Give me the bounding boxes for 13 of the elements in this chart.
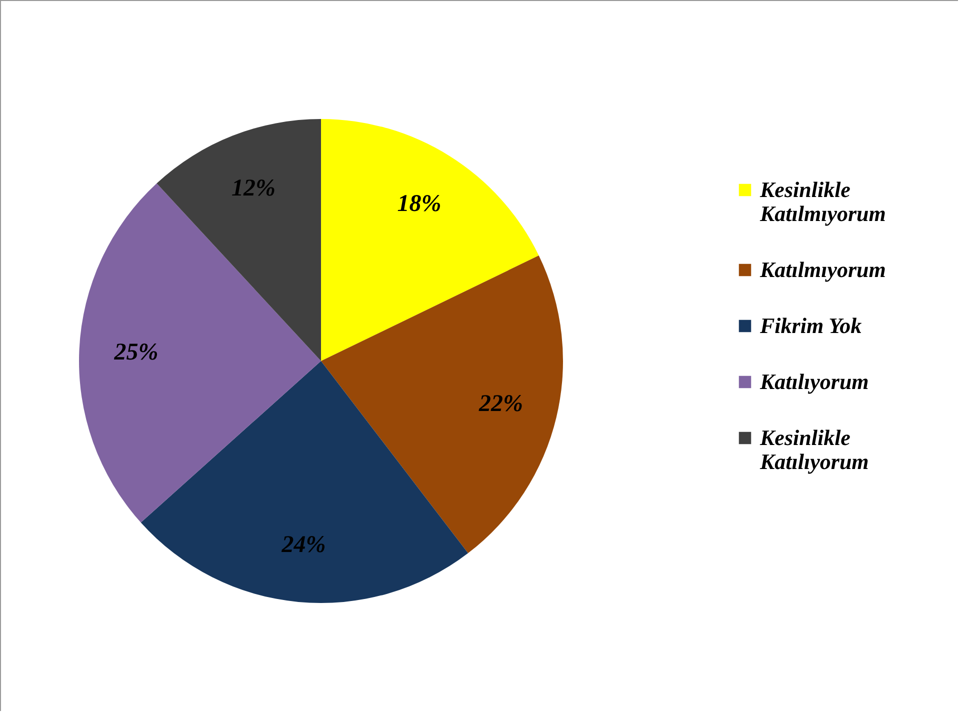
pie-slice — [321, 119, 539, 361]
legend-label: Katılıyorum — [759, 369, 869, 394]
data-label: 24% — [280, 532, 326, 558]
pie-slice — [156, 119, 321, 361]
legend-label: Kesinlikle Katılmıyorum — [759, 177, 886, 226]
data-label: 22% — [478, 390, 523, 417]
legend-label: Fikrim Yok — [759, 313, 862, 338]
legend-label: Katılmıyorum — [759, 257, 886, 282]
data-label: 12% — [232, 176, 276, 202]
legend-label: Kesinlikle Katılıyorum — [759, 425, 869, 474]
data-label: 18% — [397, 191, 442, 218]
pie-slice — [140, 361, 468, 603]
data-label: 25% — [113, 339, 158, 366]
